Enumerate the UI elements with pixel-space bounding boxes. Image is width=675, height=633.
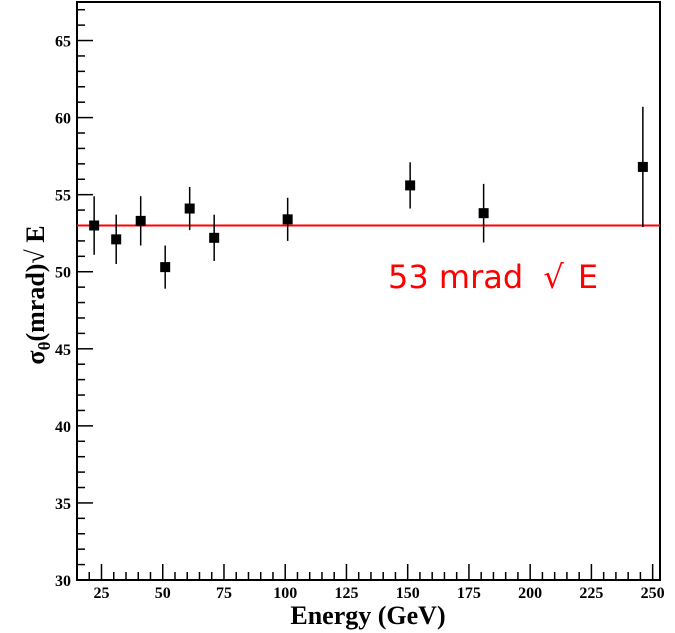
y-axis-title-energy: E <box>21 225 50 249</box>
data-point <box>184 203 195 214</box>
x-tick-label: 75 <box>216 585 232 602</box>
x-tick-label: 50 <box>155 585 171 602</box>
x-tick-label: 200 <box>518 585 542 602</box>
data-point <box>209 232 220 243</box>
x-tick-label: 25 <box>93 585 109 602</box>
data-point <box>111 234 122 245</box>
y-axis-title-subscript: θ <box>35 341 54 350</box>
y-tick-label: 35 <box>55 496 71 513</box>
y-axis-ticks: 30 35 40 45 50 55 60 65 <box>55 8 93 590</box>
annotation-variable: E <box>578 258 598 296</box>
y-tick-label: 55 <box>55 188 71 205</box>
y-axis-title: σθ(mrad)√ E <box>21 225 54 364</box>
annotation-label: 53 mrad √ E <box>388 258 598 296</box>
data-point <box>160 262 171 273</box>
y-tick-label: 65 <box>55 34 71 51</box>
x-tick-label: 175 <box>457 585 481 602</box>
annotation-sqrt-symbol: √ <box>543 258 564 296</box>
data-point <box>89 220 100 231</box>
y-tick-label: 45 <box>55 342 71 359</box>
y-tick-label: 60 <box>55 111 71 128</box>
data-point <box>282 214 293 225</box>
data-point <box>135 215 146 226</box>
y-tick-label: 50 <box>55 265 71 282</box>
y-axis-title-unit: (mrad) <box>21 264 50 342</box>
x-tick-label: 150 <box>396 585 420 602</box>
data-points <box>89 106 648 289</box>
x-axis-title: Energy (GeV) <box>290 601 445 630</box>
y-axis-title-sqrt: √ <box>21 249 50 264</box>
plot-frame <box>76 1 661 581</box>
y-tick-label: 30 <box>55 573 71 590</box>
x-tick-label: 100 <box>273 585 297 602</box>
x-axis-ticks: 25 50 75 100 125 150 175 200 225 250 <box>76 564 665 602</box>
x-tick-label: 250 <box>641 585 665 602</box>
y-axis-title-sigma: σ <box>21 350 50 364</box>
x-tick-label: 225 <box>579 585 603 602</box>
x-tick-label: 125 <box>334 585 358 602</box>
data-point <box>478 208 489 219</box>
annotation-value: 53 mrad <box>388 258 523 296</box>
y-tick-label: 40 <box>55 419 71 436</box>
data-point <box>405 180 416 191</box>
data-point <box>637 161 648 172</box>
